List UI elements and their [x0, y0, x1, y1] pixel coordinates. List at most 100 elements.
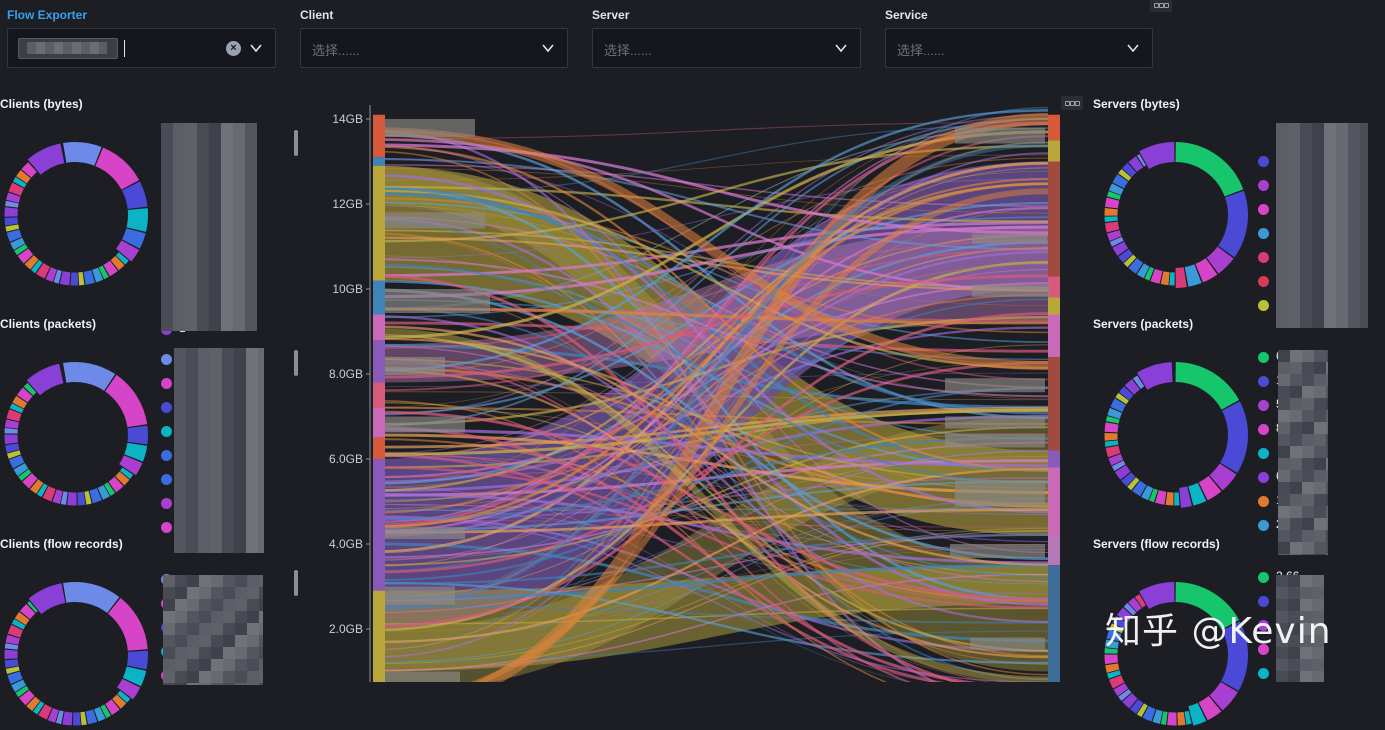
donut-segment[interactable] — [1116, 239, 1118, 243]
donut-segment[interactable] — [85, 276, 93, 278]
donut-segment[interactable] — [15, 458, 19, 466]
sankey-client-node[interactable] — [373, 383, 385, 409]
donut-segment[interactable] — [109, 704, 116, 709]
donut-segment[interactable] — [11, 660, 12, 667]
servers-packets-donut[interactable] — [1100, 360, 1250, 510]
donut-segment[interactable] — [1111, 423, 1112, 432]
donut-segment[interactable] — [1187, 274, 1198, 277]
donut-segment[interactable] — [11, 644, 12, 649]
donut-segment[interactable] — [1162, 718, 1167, 719]
donut-segment[interactable] — [35, 593, 63, 606]
sankey-client-node[interactable] — [373, 340, 385, 383]
donut-segment[interactable] — [19, 466, 23, 472]
donut-segment[interactable] — [1111, 222, 1113, 231]
donut-segment[interactable] — [23, 473, 26, 477]
donut-segment[interactable] — [1226, 194, 1238, 251]
donut-segment[interactable] — [18, 400, 22, 406]
donut-segment[interactable] — [1119, 686, 1123, 692]
donut-segment[interactable] — [1166, 498, 1173, 499]
donut-segment[interactable] — [1111, 655, 1112, 664]
legend-scrollbar[interactable] — [294, 130, 298, 156]
donut-segment[interactable] — [1136, 486, 1143, 491]
donut-segment[interactable] — [50, 714, 57, 716]
clients-bytes-donut[interactable] — [0, 140, 150, 290]
sankey-server-node[interactable] — [1048, 451, 1060, 468]
donut-segment[interactable] — [12, 195, 14, 202]
donut-segment[interactable] — [11, 218, 12, 225]
servers-bytes-donut[interactable] — [1100, 140, 1250, 290]
donut-segment[interactable] — [91, 494, 99, 497]
donut-segment[interactable] — [65, 592, 114, 605]
donut-segment[interactable] — [65, 372, 110, 382]
donut-segment[interactable] — [121, 256, 124, 260]
donut-segment[interactable] — [128, 459, 134, 469]
donut-segment[interactable] — [55, 496, 62, 498]
donut-segment[interactable] — [37, 706, 41, 709]
sankey-server-node[interactable] — [1048, 298, 1060, 315]
donut-segment[interactable] — [1153, 275, 1161, 277]
donut-segment[interactable] — [58, 717, 63, 718]
donut-segment[interactable] — [131, 186, 138, 208]
donut-segment[interactable] — [99, 157, 130, 185]
donut-segment[interactable] — [25, 609, 31, 615]
donut-segment[interactable] — [122, 695, 125, 699]
chevron-down-icon[interactable] — [1126, 41, 1140, 55]
sankey-client-node[interactable] — [373, 459, 385, 591]
donut-segment[interactable] — [1176, 152, 1234, 193]
donut-segment[interactable] — [103, 710, 107, 712]
donut-segment[interactable] — [115, 261, 120, 266]
sankey-client-node[interactable] — [373, 281, 385, 315]
donut-segment[interactable] — [137, 427, 138, 443]
donut-segment[interactable] — [1146, 712, 1154, 715]
donut-segment[interactable] — [1132, 482, 1136, 485]
donut-segment[interactable] — [42, 710, 50, 714]
donut-segment[interactable] — [132, 669, 137, 682]
donut-segment[interactable] — [1115, 678, 1119, 686]
donut-segment[interactable] — [15, 186, 18, 194]
donut-segment[interactable] — [100, 491, 106, 494]
donut-segment[interactable] — [1133, 162, 1140, 167]
donut-segment[interactable] — [85, 497, 90, 498]
donut-segment[interactable] — [87, 716, 95, 718]
donut-segment[interactable] — [16, 406, 18, 410]
selected-exporter-chip[interactable] — [18, 38, 118, 59]
donut-segment[interactable] — [1203, 484, 1215, 492]
donut-segment[interactable] — [1162, 278, 1169, 279]
donut-segment[interactable] — [107, 266, 114, 271]
service-combobox[interactable]: 选择...... — [885, 28, 1153, 68]
donut-segment[interactable] — [1118, 245, 1123, 252]
donut-segment[interactable] — [125, 683, 131, 693]
donut-segment[interactable] — [1123, 173, 1126, 177]
clear-icon[interactable]: × — [226, 41, 241, 56]
donut-segment[interactable] — [1176, 277, 1186, 278]
donut-segment[interactable] — [1113, 232, 1115, 239]
donut-segment[interactable] — [1144, 152, 1174, 160]
sankey-client-node[interactable] — [373, 591, 385, 682]
sankey-client-node[interactable] — [373, 408, 385, 438]
chevron-down-icon[interactable] — [541, 41, 555, 55]
sankey-server-node[interactable] — [1048, 115, 1060, 141]
donut-segment[interactable] — [124, 245, 131, 255]
donut-segment[interactable] — [14, 673, 17, 681]
donut-segment[interactable] — [11, 421, 12, 428]
sankey-server-node[interactable] — [1048, 468, 1060, 536]
sankey-server-node[interactable] — [1048, 536, 1060, 566]
donut-segment[interactable] — [1133, 263, 1140, 268]
donut-segment[interactable] — [12, 225, 13, 230]
donut-segment[interactable] — [34, 484, 40, 488]
donut-segment[interactable] — [1176, 372, 1231, 405]
donut-segment[interactable] — [81, 718, 86, 719]
donut-segment[interactable] — [1140, 709, 1144, 711]
donut-segment[interactable] — [13, 412, 16, 420]
sankey-server-node[interactable] — [1048, 162, 1060, 277]
donut-segment[interactable] — [48, 273, 55, 276]
donut-segment[interactable] — [1112, 447, 1114, 455]
donut-segment[interactable] — [16, 240, 19, 246]
donut-segment[interactable] — [61, 278, 70, 279]
client-combobox[interactable]: 选择...... — [300, 28, 568, 68]
donut-segment[interactable] — [13, 452, 14, 457]
donut-segment[interactable] — [1191, 492, 1202, 496]
donut-segment[interactable] — [114, 606, 137, 650]
donut-segment[interactable] — [112, 482, 119, 488]
